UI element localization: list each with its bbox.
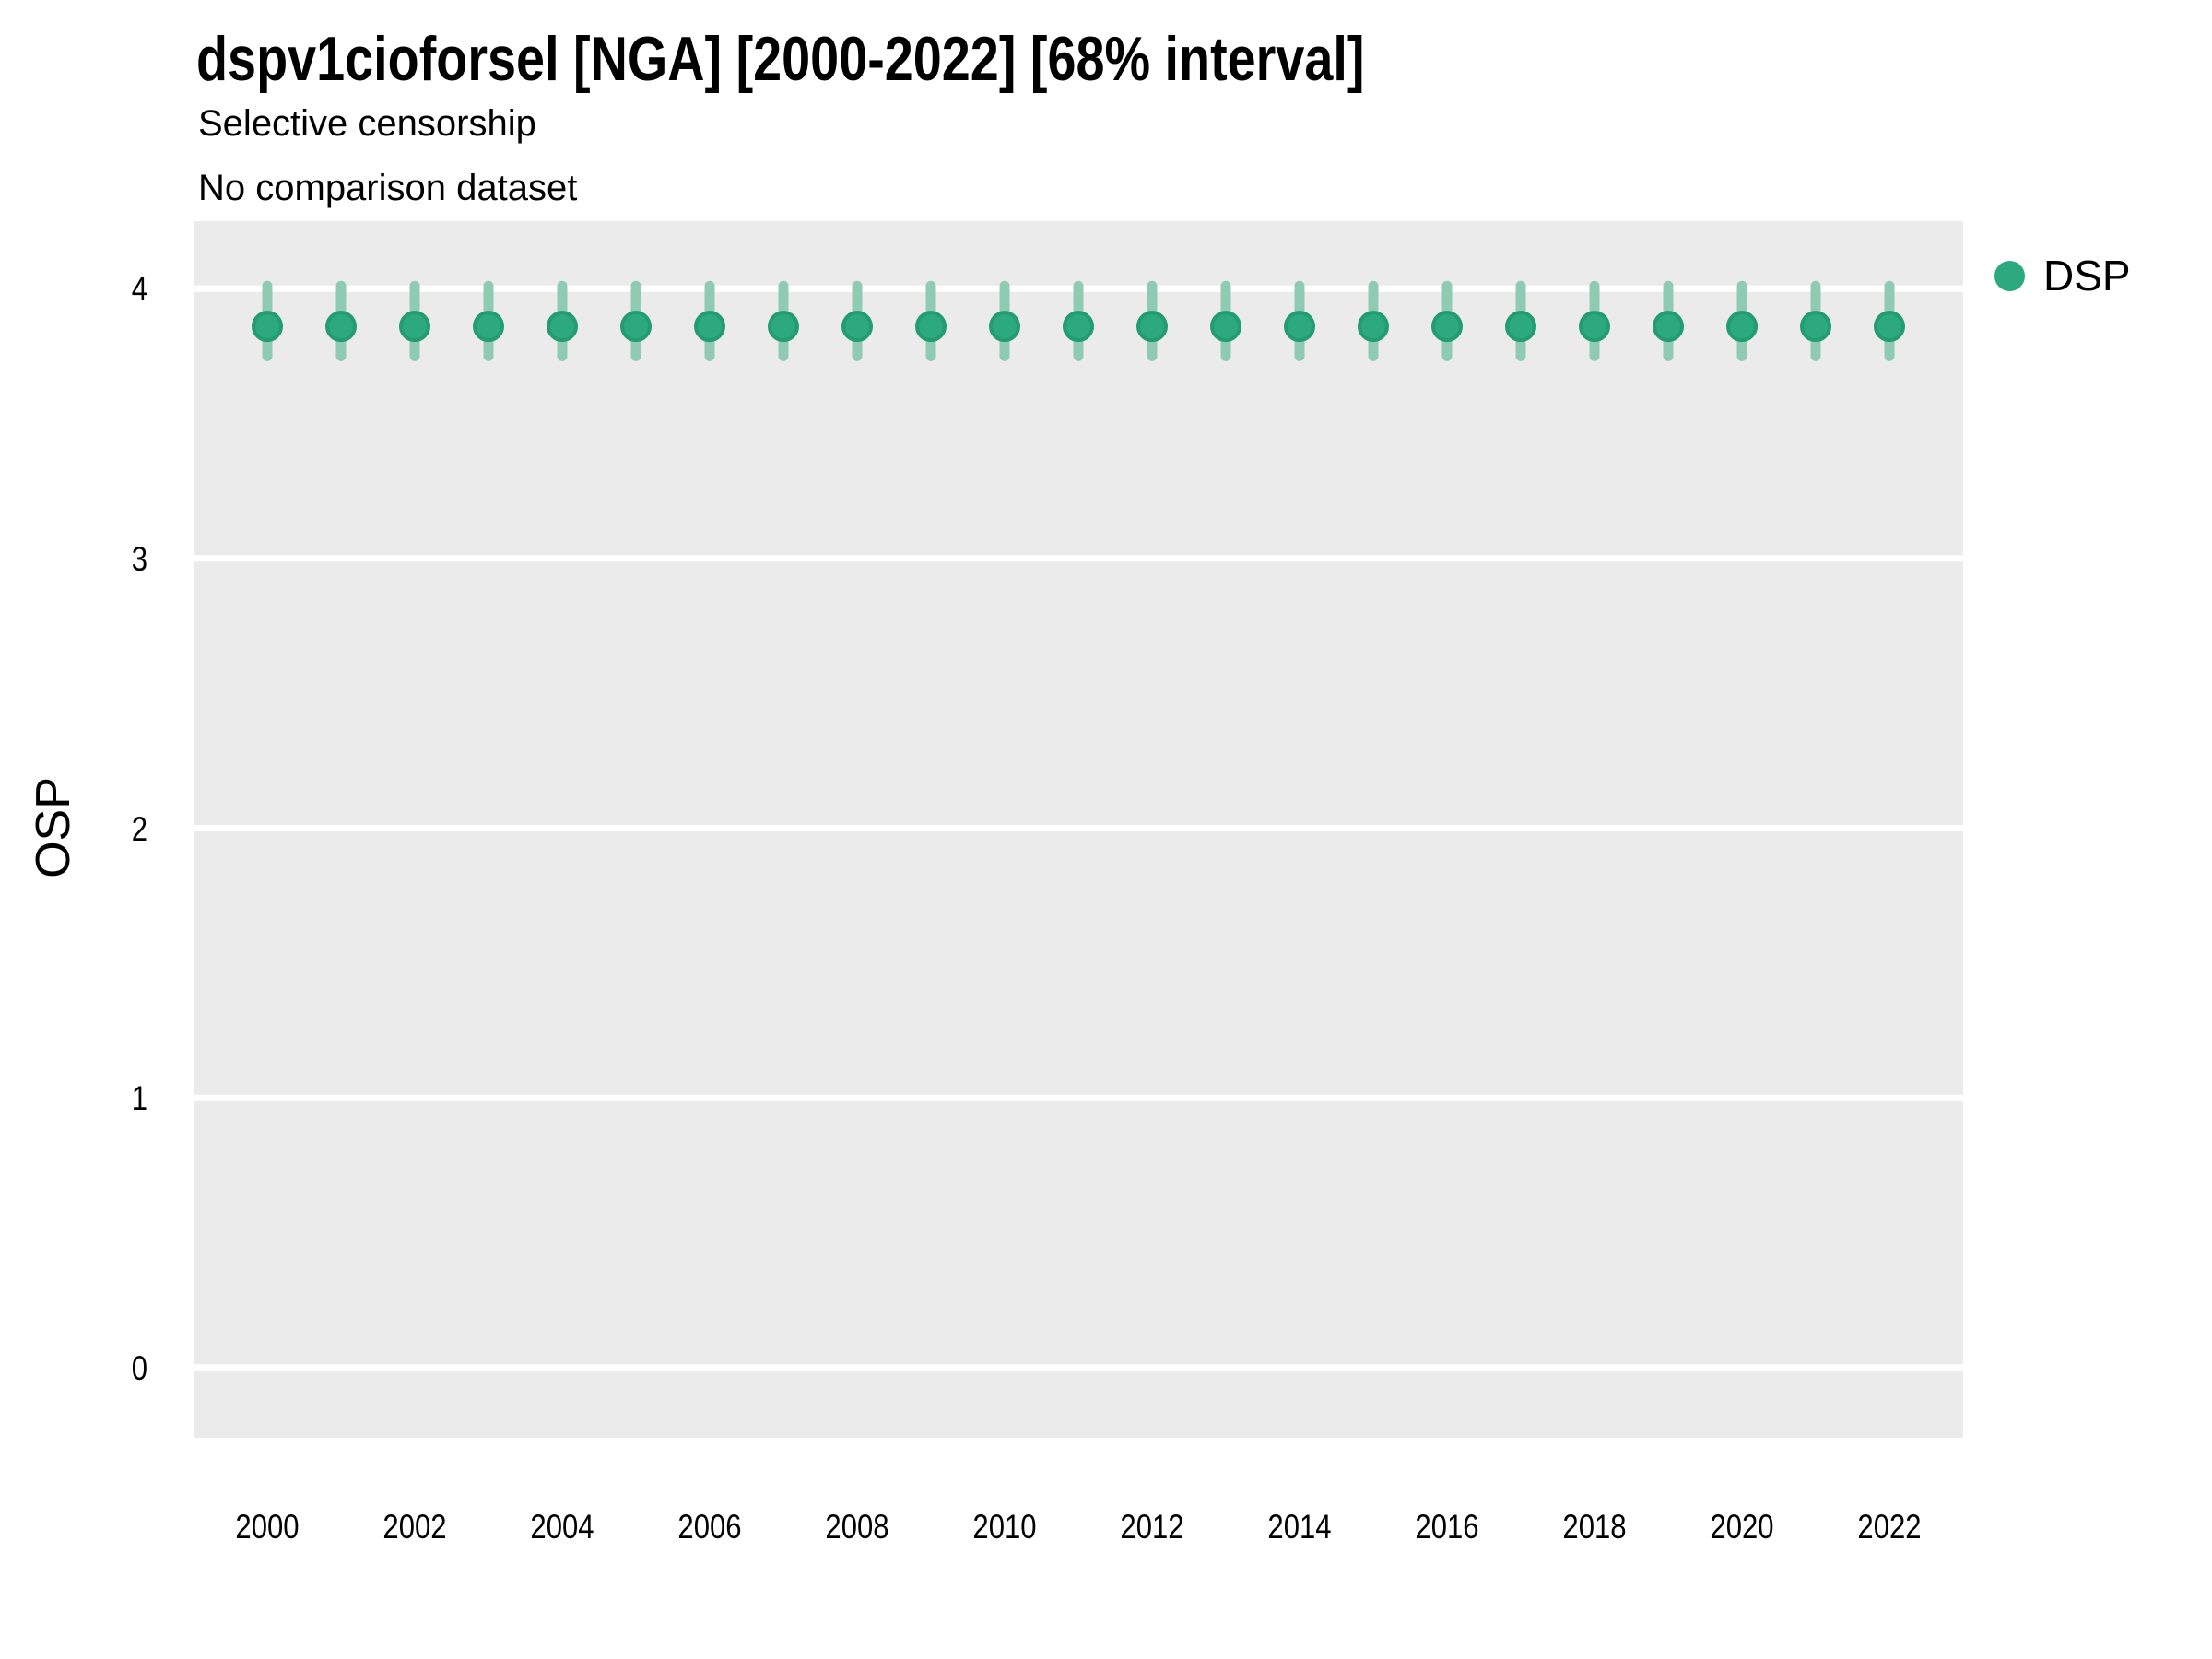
x-tick-label-2002: 2002 bbox=[382, 1508, 447, 1546]
x-tick-label-2008: 2008 bbox=[825, 1508, 889, 1546]
data-point-2017 bbox=[1505, 311, 1536, 343]
data-point-2007 bbox=[768, 311, 799, 343]
legend-series-label: DSP bbox=[2043, 252, 2131, 300]
data-point-2005 bbox=[620, 311, 652, 343]
data-point-2004 bbox=[547, 311, 578, 343]
data-point-2008 bbox=[841, 311, 873, 343]
data-point-2014 bbox=[1284, 311, 1315, 343]
data-point-2011 bbox=[1063, 311, 1094, 343]
x-tick-label-2022: 2022 bbox=[1857, 1508, 1922, 1546]
data-point-2010 bbox=[989, 311, 1020, 343]
data-point-2018 bbox=[1579, 311, 1610, 343]
x-tick-label-2016: 2016 bbox=[1415, 1508, 1479, 1546]
data-point-2009 bbox=[915, 311, 947, 343]
legend: DSP bbox=[1994, 254, 2131, 297]
x-tick-label-2000: 2000 bbox=[235, 1508, 300, 1546]
x-tick-label-2012: 2012 bbox=[1120, 1508, 1184, 1546]
data-point-2019 bbox=[1653, 311, 1684, 343]
y-tick-label-0: 0 bbox=[131, 1348, 147, 1387]
data-point-2015 bbox=[1358, 311, 1389, 343]
data-point-2002 bbox=[399, 311, 430, 343]
chart-subtitle-line-1: Selective censorship bbox=[198, 103, 536, 144]
x-tick-label-2006: 2006 bbox=[677, 1508, 742, 1546]
data-point-2016 bbox=[1431, 311, 1463, 343]
data-point-2022 bbox=[1874, 311, 1905, 343]
data-point-2021 bbox=[1800, 311, 1831, 343]
x-tick-label-2014: 2014 bbox=[1267, 1508, 1332, 1546]
data-point-2012 bbox=[1136, 311, 1168, 343]
y-tick-label-1: 1 bbox=[131, 1079, 147, 1118]
x-tick-label-2010: 2010 bbox=[972, 1508, 1037, 1546]
plot-panel bbox=[194, 221, 1963, 1438]
data-point-2006 bbox=[694, 311, 725, 343]
plot-canvas bbox=[194, 280, 1963, 1371]
data-point-2003 bbox=[473, 311, 504, 343]
y-tick-label-3: 3 bbox=[131, 539, 147, 578]
legend-point-swatch bbox=[1994, 260, 2025, 291]
chart-title: dspv1cioforsel [NGA] [2000-2022] [68% in… bbox=[196, 24, 1365, 94]
data-point-2013 bbox=[1210, 311, 1241, 343]
y-tick-label-4: 4 bbox=[131, 270, 147, 309]
data-point-2000 bbox=[252, 311, 283, 343]
data-point-2001 bbox=[325, 311, 357, 343]
chart-subtitle-line-2: No comparison dataset bbox=[198, 168, 578, 208]
y-tick-label-2: 2 bbox=[131, 809, 147, 848]
x-tick-label-2020: 2020 bbox=[1710, 1508, 1774, 1546]
x-tick-label-2018: 2018 bbox=[1562, 1508, 1627, 1546]
data-point-2020 bbox=[1726, 311, 1758, 343]
x-tick-label-2004: 2004 bbox=[530, 1508, 594, 1546]
